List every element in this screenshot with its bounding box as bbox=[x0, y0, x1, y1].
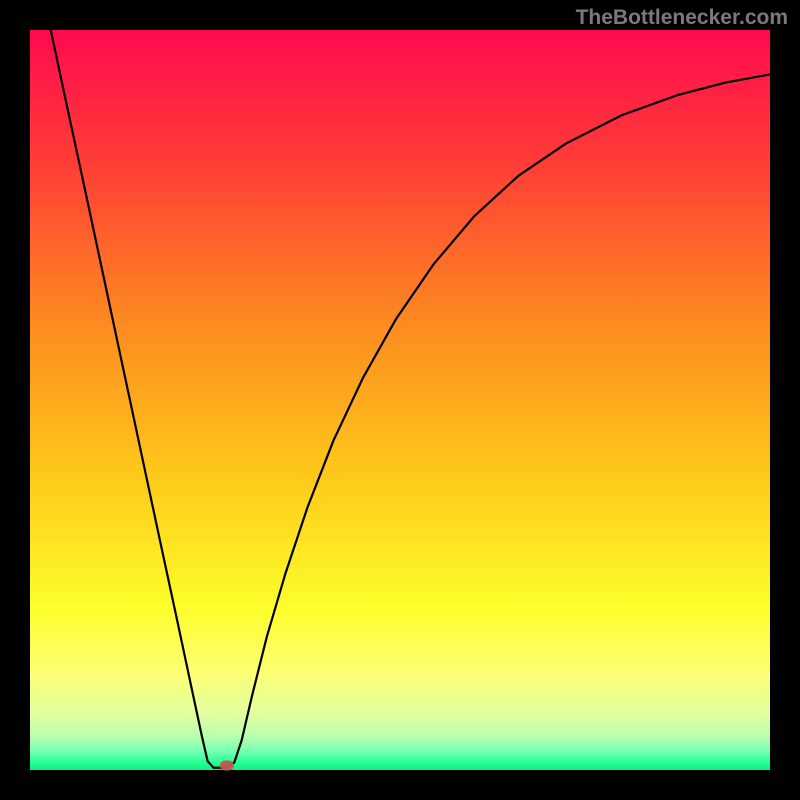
watermark-label: TheBottlenecker.com bbox=[576, 6, 788, 30]
bottleneck-curve-chart bbox=[0, 0, 800, 800]
chart-container: TheBottlenecker.com bbox=[0, 0, 800, 800]
plot-gradient-area bbox=[30, 30, 770, 770]
optimal-point-marker bbox=[220, 761, 234, 771]
